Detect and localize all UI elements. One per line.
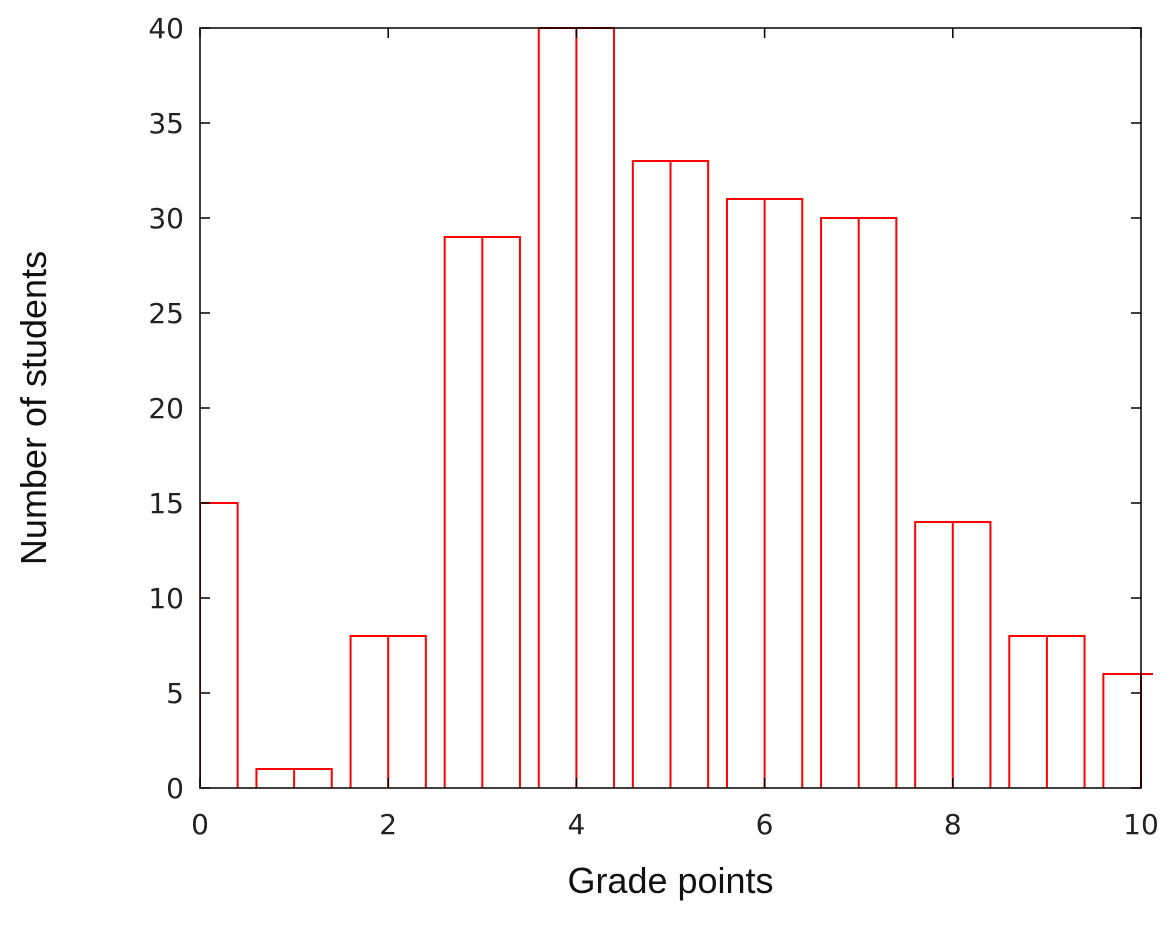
bar xyxy=(349,635,427,788)
y-axis-label: Number of students xyxy=(13,251,54,565)
y-tick-label: 0 xyxy=(166,772,184,805)
bar xyxy=(631,160,710,788)
bar xyxy=(537,27,616,788)
ticks-layer xyxy=(199,27,1142,789)
bars-layer xyxy=(200,27,1153,788)
y-tick-label: 40 xyxy=(148,12,184,45)
bar xyxy=(443,236,521,788)
bar xyxy=(1008,635,1086,788)
bar xyxy=(820,217,898,788)
tick-labels: 0 5 10 15 20 25 30 35 40 0 2 4 6 8 10 xyxy=(148,12,1158,841)
y-tick-label: 35 xyxy=(148,107,184,140)
y-tick-label: 25 xyxy=(148,297,184,330)
x-tick-label: 4 xyxy=(567,808,585,841)
x-tick-label: 8 xyxy=(944,808,962,841)
y-tick-label: 15 xyxy=(148,487,184,520)
bar xyxy=(914,521,992,788)
x-tick-label: 0 xyxy=(191,808,209,841)
x-tick-label: 10 xyxy=(1123,808,1159,841)
bar xyxy=(725,198,804,788)
y-tick-label: 10 xyxy=(148,582,184,615)
x-tick-label: 6 xyxy=(756,808,774,841)
y-tick-label: 30 xyxy=(148,202,184,235)
y-tick-label: 20 xyxy=(148,392,184,425)
x-tick-label: 2 xyxy=(379,808,397,841)
bar xyxy=(1102,673,1153,788)
y-tick-label: 5 xyxy=(166,677,184,710)
bar xyxy=(255,768,333,788)
bar xyxy=(200,502,239,788)
x-axis-label: Grade points xyxy=(567,860,773,901)
